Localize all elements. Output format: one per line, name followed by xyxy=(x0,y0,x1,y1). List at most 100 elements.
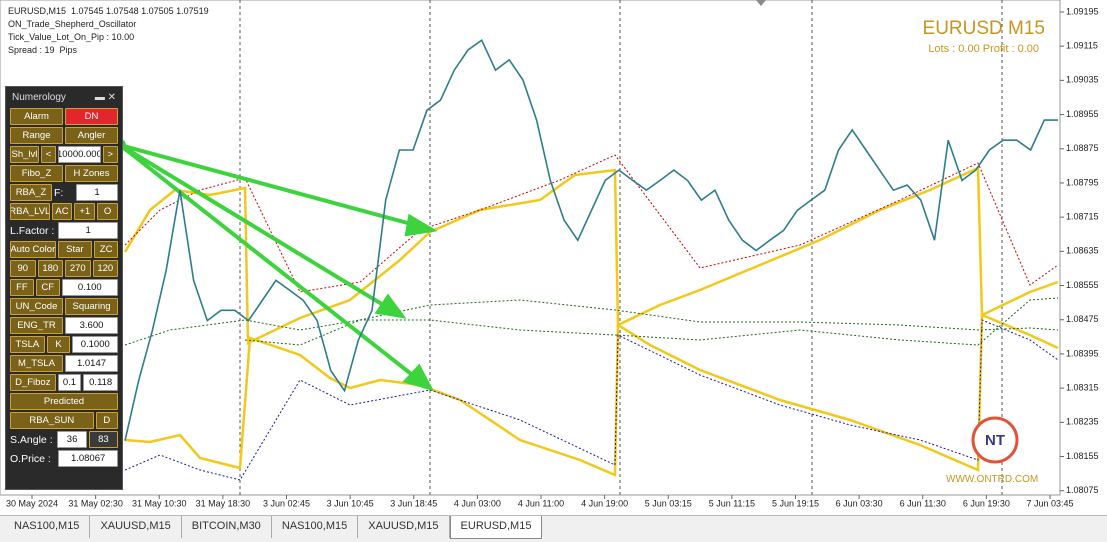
panel-row: O.Price : 1.08067 xyxy=(10,450,118,467)
y-tick-label: 1.09195 xyxy=(1066,6,1099,16)
numerology-panel: Numerology ▬ ✕ Alarm DN Range Angler Sh_lvl <… xyxy=(5,86,123,490)
panel-row: Predicted xyxy=(10,393,118,410)
panel-button[interactable]: 83 xyxy=(88,431,118,448)
symbol-tab[interactable]: XAUUSD,M15 xyxy=(358,516,450,538)
panel-label: S.Angle : xyxy=(10,433,53,446)
y-tick-label: 1.08075 xyxy=(1066,485,1099,495)
panel-button[interactable]: RBA_Z xyxy=(10,184,52,201)
symbol-tab[interactable]: NAS100,M15 xyxy=(272,516,359,538)
panel-button[interactable]: Squaring xyxy=(65,298,118,315)
x-tick-label: 31 May 02:30 xyxy=(68,498,123,508)
session-separators xyxy=(239,0,1003,495)
overlay-title: EURUSD M15 xyxy=(922,18,1045,39)
panel-row: TSLA K 0.1000 xyxy=(10,336,119,353)
panel-row: UN_Code Squaring xyxy=(10,298,118,315)
symbol-tab[interactable]: EURUSD,M15 xyxy=(449,516,543,539)
panel-label: L.Factor : xyxy=(10,224,55,237)
panel-button[interactable]: Auto Color xyxy=(10,241,56,258)
y-tick-label: 1.09115 xyxy=(1066,41,1098,51)
panel-row: Fibo_Z H Zones xyxy=(10,165,118,182)
price-chart: NT 1.09195 1.09115 1.09035 1.08955 1.08875 1.… xyxy=(0,0,1099,508)
panel-input[interactable]: 1.0147 xyxy=(65,355,118,372)
x-tick-label: 31 May 18:30 xyxy=(196,498,251,508)
panel-input[interactable]: 36 xyxy=(57,431,87,448)
panel-button[interactable]: DN xyxy=(65,108,118,125)
panel-button[interactable]: D xyxy=(95,412,118,429)
x-tick-label: 4 Jun 11:00 xyxy=(518,498,564,508)
panel-button[interactable]: M_TSLA xyxy=(10,355,63,372)
panel-button[interactable]: 270 xyxy=(65,260,91,277)
y-tick-label: 1.08635 xyxy=(1066,246,1099,256)
y-tick-label: 1.08795 xyxy=(1066,177,1099,187)
panel-button[interactable]: Range xyxy=(10,127,63,144)
y-tick-label: 1.08715 xyxy=(1066,212,1099,222)
panel-button[interactable]: Fibo_Z xyxy=(10,165,63,182)
panel-button[interactable]: ZC xyxy=(94,241,119,258)
panel-button[interactable]: RBA_SUN xyxy=(10,412,94,429)
panel-input[interactable]: 1 xyxy=(76,184,118,201)
symbol-tab[interactable]: NAS100,M15 xyxy=(4,516,91,538)
panel-button[interactable]: UN_Code xyxy=(10,298,63,315)
panel-header: Numerology ▬ ✕ xyxy=(6,87,122,107)
symbol-tab[interactable]: XAUUSD,M15 xyxy=(90,516,182,538)
tick-value: Tick_Value_Lot_On_Pip : 10.00 xyxy=(8,32,135,42)
panel-input[interactable]: 1 xyxy=(58,222,118,239)
panel-row: L.Factor :1 xyxy=(10,222,118,239)
panel-button[interactable]: Alarm xyxy=(10,108,63,125)
panel-button[interactable]: Predicted xyxy=(10,393,118,410)
panel-row: RBA_SUN D xyxy=(10,412,118,429)
angle-arrows xyxy=(114,139,438,392)
panel-rows: Alarm DN Range Angler Sh_lvl <10000.000 > Fibo_… xyxy=(6,108,122,467)
panel-row: Auto Color Star ZC xyxy=(10,241,119,258)
x-tick-label: 5 Jun 11:15 xyxy=(709,498,755,508)
y-tick-label: 1.08235 xyxy=(1066,417,1099,427)
panel-button[interactable]: < xyxy=(40,146,57,163)
panel-button[interactable]: K xyxy=(46,336,71,353)
panel-button[interactable]: O xyxy=(97,203,118,220)
panel-button[interactable]: Sh_lvl xyxy=(10,146,39,163)
panel-button[interactable]: Star xyxy=(57,241,93,258)
panel-label: F: xyxy=(54,186,64,199)
panel-row: RBA_LVL AC +1 O xyxy=(10,203,118,220)
panel-row: S.Angle : 36 83 xyxy=(10,431,118,448)
panel-row: 90 180 270 120 xyxy=(10,260,118,277)
panel-input[interactable]: 1.08067 xyxy=(58,450,118,467)
x-tick-label: 3 Jun 18:45 xyxy=(390,498,437,508)
x-tick-label: 6 Jun 19:30 xyxy=(963,498,1010,508)
shift-marker xyxy=(756,0,766,6)
x-tick-label: 7 Jun 03:45 xyxy=(1026,498,1073,508)
panel-input[interactable]: 0.118 xyxy=(83,374,119,391)
panel-button[interactable]: D_Fiboz xyxy=(10,374,56,391)
panel-button[interactable]: TSLA xyxy=(10,336,45,353)
panel-button[interactable]: > xyxy=(102,146,118,163)
panel-button[interactable]: AC xyxy=(51,203,73,220)
panel-button[interactable]: +1 xyxy=(74,203,96,220)
panel-button[interactable]: RBA_LVL xyxy=(10,203,50,220)
x-tick-label: 30 May 2024 xyxy=(6,498,58,508)
panel-input[interactable]: 0.1 xyxy=(57,374,82,391)
symbol-line: EURUSD,M15 1.07545 1.07548 1.07505 1.075… xyxy=(8,6,209,16)
y-tick-label: 1.08875 xyxy=(1066,143,1099,153)
panel-button[interactable]: Angler xyxy=(65,127,118,144)
panel-button[interactable]: 180 xyxy=(37,260,63,277)
panel-button[interactable]: 90 xyxy=(10,260,36,277)
panel-input[interactable]: 10000.000 xyxy=(58,146,101,163)
x-tick-label: 5 Jun 19:15 xyxy=(772,498,819,508)
panel-input[interactable]: 3.600 xyxy=(65,317,118,334)
y-tick-label: 1.08955 xyxy=(1066,109,1099,119)
panel-button[interactable]: ENG_TR xyxy=(10,317,63,334)
panel-input[interactable]: 0.1000 xyxy=(72,336,119,353)
panel-row: Sh_lvl <10000.000 > xyxy=(10,146,118,163)
x-tick-label: 5 Jun 03:15 xyxy=(645,498,692,508)
panel-button[interactable]: 120 xyxy=(92,260,118,277)
panel-input[interactable]: 0.100 xyxy=(61,279,118,296)
panel-button[interactable]: H Zones xyxy=(65,165,118,182)
spread: Spread : 19 Pips xyxy=(8,45,78,55)
panel-row: Range Angler xyxy=(10,127,118,144)
symbol-tab[interactable]: BITCOIN,M30 xyxy=(182,516,272,538)
logo: NT xyxy=(971,416,1019,464)
indicator-name: ON_Trade_Shepherd_Oscillator xyxy=(8,19,137,29)
panel-button[interactable]: FF xyxy=(10,279,34,296)
panel-controls[interactable]: ▬ ✕ xyxy=(94,91,116,103)
panel-button[interactable]: CF xyxy=(35,279,60,296)
